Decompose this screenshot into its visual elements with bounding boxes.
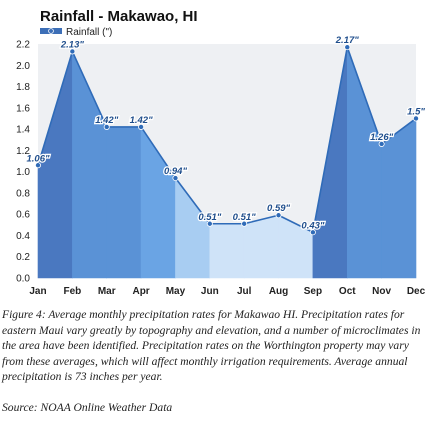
- data-label-mar: 1.42": [95, 115, 118, 126]
- chart-svg: Rainfall - Makawao, HI Rainfall (") 1.06…: [16, 8, 427, 297]
- data-point-oct[interactable]: [344, 44, 351, 51]
- x-tick-label-apr: Apr: [132, 286, 149, 297]
- data-point-feb[interactable]: [69, 48, 76, 55]
- y-tick-label: 2.2: [16, 40, 30, 51]
- data-point-apr[interactable]: [138, 123, 145, 130]
- x-tick-label-jul: Jul: [237, 286, 252, 297]
- y-tick-label: 1.4: [16, 125, 30, 136]
- x-tick-label-dec: Dec: [407, 286, 426, 297]
- data-point-may[interactable]: [172, 175, 179, 182]
- figure-caption: Figure 4: Average monthly precipitation …: [2, 308, 421, 383]
- data-label-dec: 1.5": [407, 106, 425, 117]
- x-tick-label-feb: Feb: [63, 286, 81, 297]
- data-label-feb: 2.13": [60, 39, 84, 50]
- y-tick-label: 0.8: [16, 188, 30, 199]
- x-tick-label-may: May: [166, 286, 186, 297]
- area-segment-jun: [209, 223, 245, 279]
- data-point-sep[interactable]: [309, 229, 316, 236]
- x-tick-label-aug: Aug: [269, 286, 288, 297]
- chart-title: Rainfall - Makawao, HI: [40, 8, 198, 25]
- data-label-jan: 1.06": [27, 153, 50, 164]
- data-point-jun[interactable]: [206, 220, 213, 227]
- rainfall-series-line: [37, 46, 417, 234]
- x-tick-label-sep: Sep: [304, 286, 322, 297]
- source-note: Source: NOAA Online Weather Data: [2, 401, 173, 414]
- rainfall-chart: Rainfall - Makawao, HI Rainfall (") 1.06…: [16, 8, 427, 297]
- y-tick-label: 1.0: [16, 167, 30, 178]
- legend-label: Rainfall ("): [66, 27, 112, 38]
- x-tick-label-oct: Oct: [339, 286, 356, 297]
- data-label-jun: 0.51": [198, 212, 221, 223]
- x-tick-label-jan: Jan: [29, 286, 46, 297]
- y-tick-label: 1.2: [16, 146, 30, 157]
- area-segment-mar: [106, 126, 142, 279]
- x-tick-label-jun: Jun: [201, 286, 219, 297]
- data-point-aug[interactable]: [275, 212, 282, 219]
- data-point-dec[interactable]: [412, 115, 419, 122]
- x-tick-label-mar: Mar: [98, 286, 116, 297]
- y-tick-label: 0.6: [16, 210, 30, 221]
- y-tick-label: 1.8: [16, 82, 30, 93]
- legend[interactable]: Rainfall ("): [40, 27, 112, 38]
- data-label-aug: 0.59": [267, 203, 290, 214]
- x-tick-label-nov: Nov: [372, 286, 391, 297]
- data-point-jan[interactable]: [35, 162, 42, 169]
- data-label-nov: 1.26": [370, 132, 393, 143]
- data-label-sep: 0.43": [301, 220, 324, 231]
- data-point-jul[interactable]: [241, 220, 248, 227]
- y-tick-label: 1.6: [16, 103, 30, 114]
- data-label-jul: 0.51": [233, 212, 256, 223]
- data-label-apr: 1.42": [130, 115, 153, 126]
- data-label-may: 0.94": [164, 166, 187, 177]
- area-segment-jul: [243, 214, 279, 279]
- data-label-oct: 2.17": [335, 35, 359, 46]
- legend-marker: [48, 28, 54, 34]
- y-tick-label: 0.0: [16, 274, 30, 285]
- data-point-mar[interactable]: [103, 123, 110, 130]
- y-tick-label: 2.0: [16, 61, 30, 72]
- data-point-nov[interactable]: [378, 140, 385, 147]
- y-tick-label: 0.4: [16, 231, 30, 242]
- y-tick-label: 0.2: [16, 252, 30, 263]
